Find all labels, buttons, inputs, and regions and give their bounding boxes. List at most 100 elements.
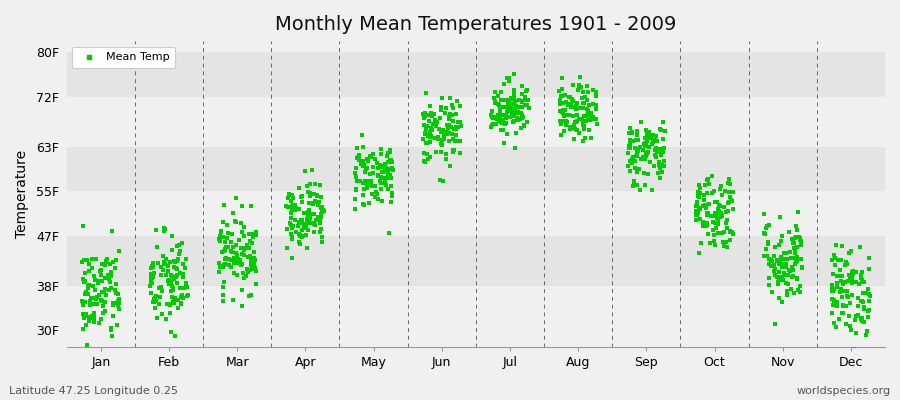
Point	[492, 113, 507, 120]
Point	[784, 254, 798, 261]
Point	[638, 140, 652, 146]
Point	[348, 186, 363, 192]
Point	[108, 280, 122, 287]
Point	[626, 129, 640, 136]
Point	[374, 180, 388, 186]
Point	[649, 145, 663, 152]
Point	[647, 162, 662, 169]
Point	[787, 245, 801, 252]
Point	[641, 129, 655, 136]
Point	[778, 261, 793, 268]
Point	[757, 253, 771, 260]
Point	[761, 260, 776, 267]
Point	[559, 118, 573, 124]
Point	[778, 260, 793, 267]
Point	[553, 97, 567, 103]
Point	[707, 238, 722, 244]
Point	[840, 261, 854, 267]
Point	[79, 310, 94, 317]
Point	[169, 265, 184, 272]
Point	[630, 146, 644, 152]
Point	[658, 127, 672, 134]
Point	[640, 138, 654, 144]
Point	[82, 357, 96, 364]
Point	[312, 182, 327, 188]
Point	[383, 156, 398, 163]
Point	[773, 238, 788, 244]
Point	[87, 295, 102, 301]
Point	[443, 95, 457, 101]
Point	[284, 225, 299, 231]
Point	[836, 281, 850, 288]
Point	[765, 257, 779, 264]
Point	[711, 220, 725, 227]
Point	[215, 292, 230, 299]
Point	[861, 314, 876, 320]
Point	[302, 212, 316, 218]
Point	[829, 242, 843, 248]
Point	[825, 284, 840, 290]
Point	[575, 95, 590, 102]
Point	[572, 105, 587, 111]
Point	[303, 219, 318, 226]
Point	[169, 280, 184, 286]
Point	[829, 324, 843, 330]
Point	[380, 153, 394, 160]
Point	[716, 229, 731, 236]
Point	[787, 240, 801, 246]
Point	[507, 86, 521, 93]
Point	[317, 208, 331, 214]
Point	[374, 162, 388, 169]
Point	[348, 170, 363, 176]
Point	[498, 97, 512, 103]
Point	[371, 171, 385, 178]
Point	[159, 300, 174, 307]
Point	[285, 236, 300, 243]
Point	[378, 180, 392, 186]
Point	[491, 102, 506, 108]
Point	[793, 235, 807, 242]
Point	[92, 292, 106, 298]
Point	[497, 112, 511, 118]
Point	[576, 120, 590, 126]
Point	[842, 278, 857, 284]
Point	[359, 164, 374, 171]
Point	[293, 220, 308, 226]
Point	[91, 320, 105, 326]
Point	[314, 239, 328, 245]
Point	[420, 132, 435, 139]
Point	[861, 286, 876, 292]
Point	[145, 280, 159, 286]
Point	[379, 164, 393, 171]
Point	[159, 256, 174, 262]
Point	[581, 102, 596, 108]
Point	[639, 152, 653, 159]
Point	[284, 203, 299, 209]
Point	[705, 173, 719, 179]
Point	[161, 277, 176, 284]
Point	[443, 124, 457, 130]
Point	[826, 302, 841, 308]
Point	[436, 133, 451, 139]
Point	[296, 210, 310, 216]
Point	[417, 114, 431, 121]
Point	[76, 257, 91, 263]
Point	[148, 298, 163, 304]
Point	[767, 252, 781, 259]
Point	[421, 112, 436, 118]
Point	[707, 212, 722, 218]
Point	[638, 126, 652, 133]
Point	[234, 203, 248, 210]
Point	[167, 276, 182, 282]
Point	[785, 274, 799, 280]
Point	[428, 117, 442, 123]
Point	[793, 289, 807, 296]
Point	[86, 295, 100, 302]
Point	[348, 205, 363, 212]
Point	[580, 108, 595, 114]
Point	[562, 94, 576, 100]
Point	[645, 132, 660, 138]
Point	[839, 303, 853, 309]
Point	[349, 174, 364, 180]
Point	[790, 244, 805, 250]
